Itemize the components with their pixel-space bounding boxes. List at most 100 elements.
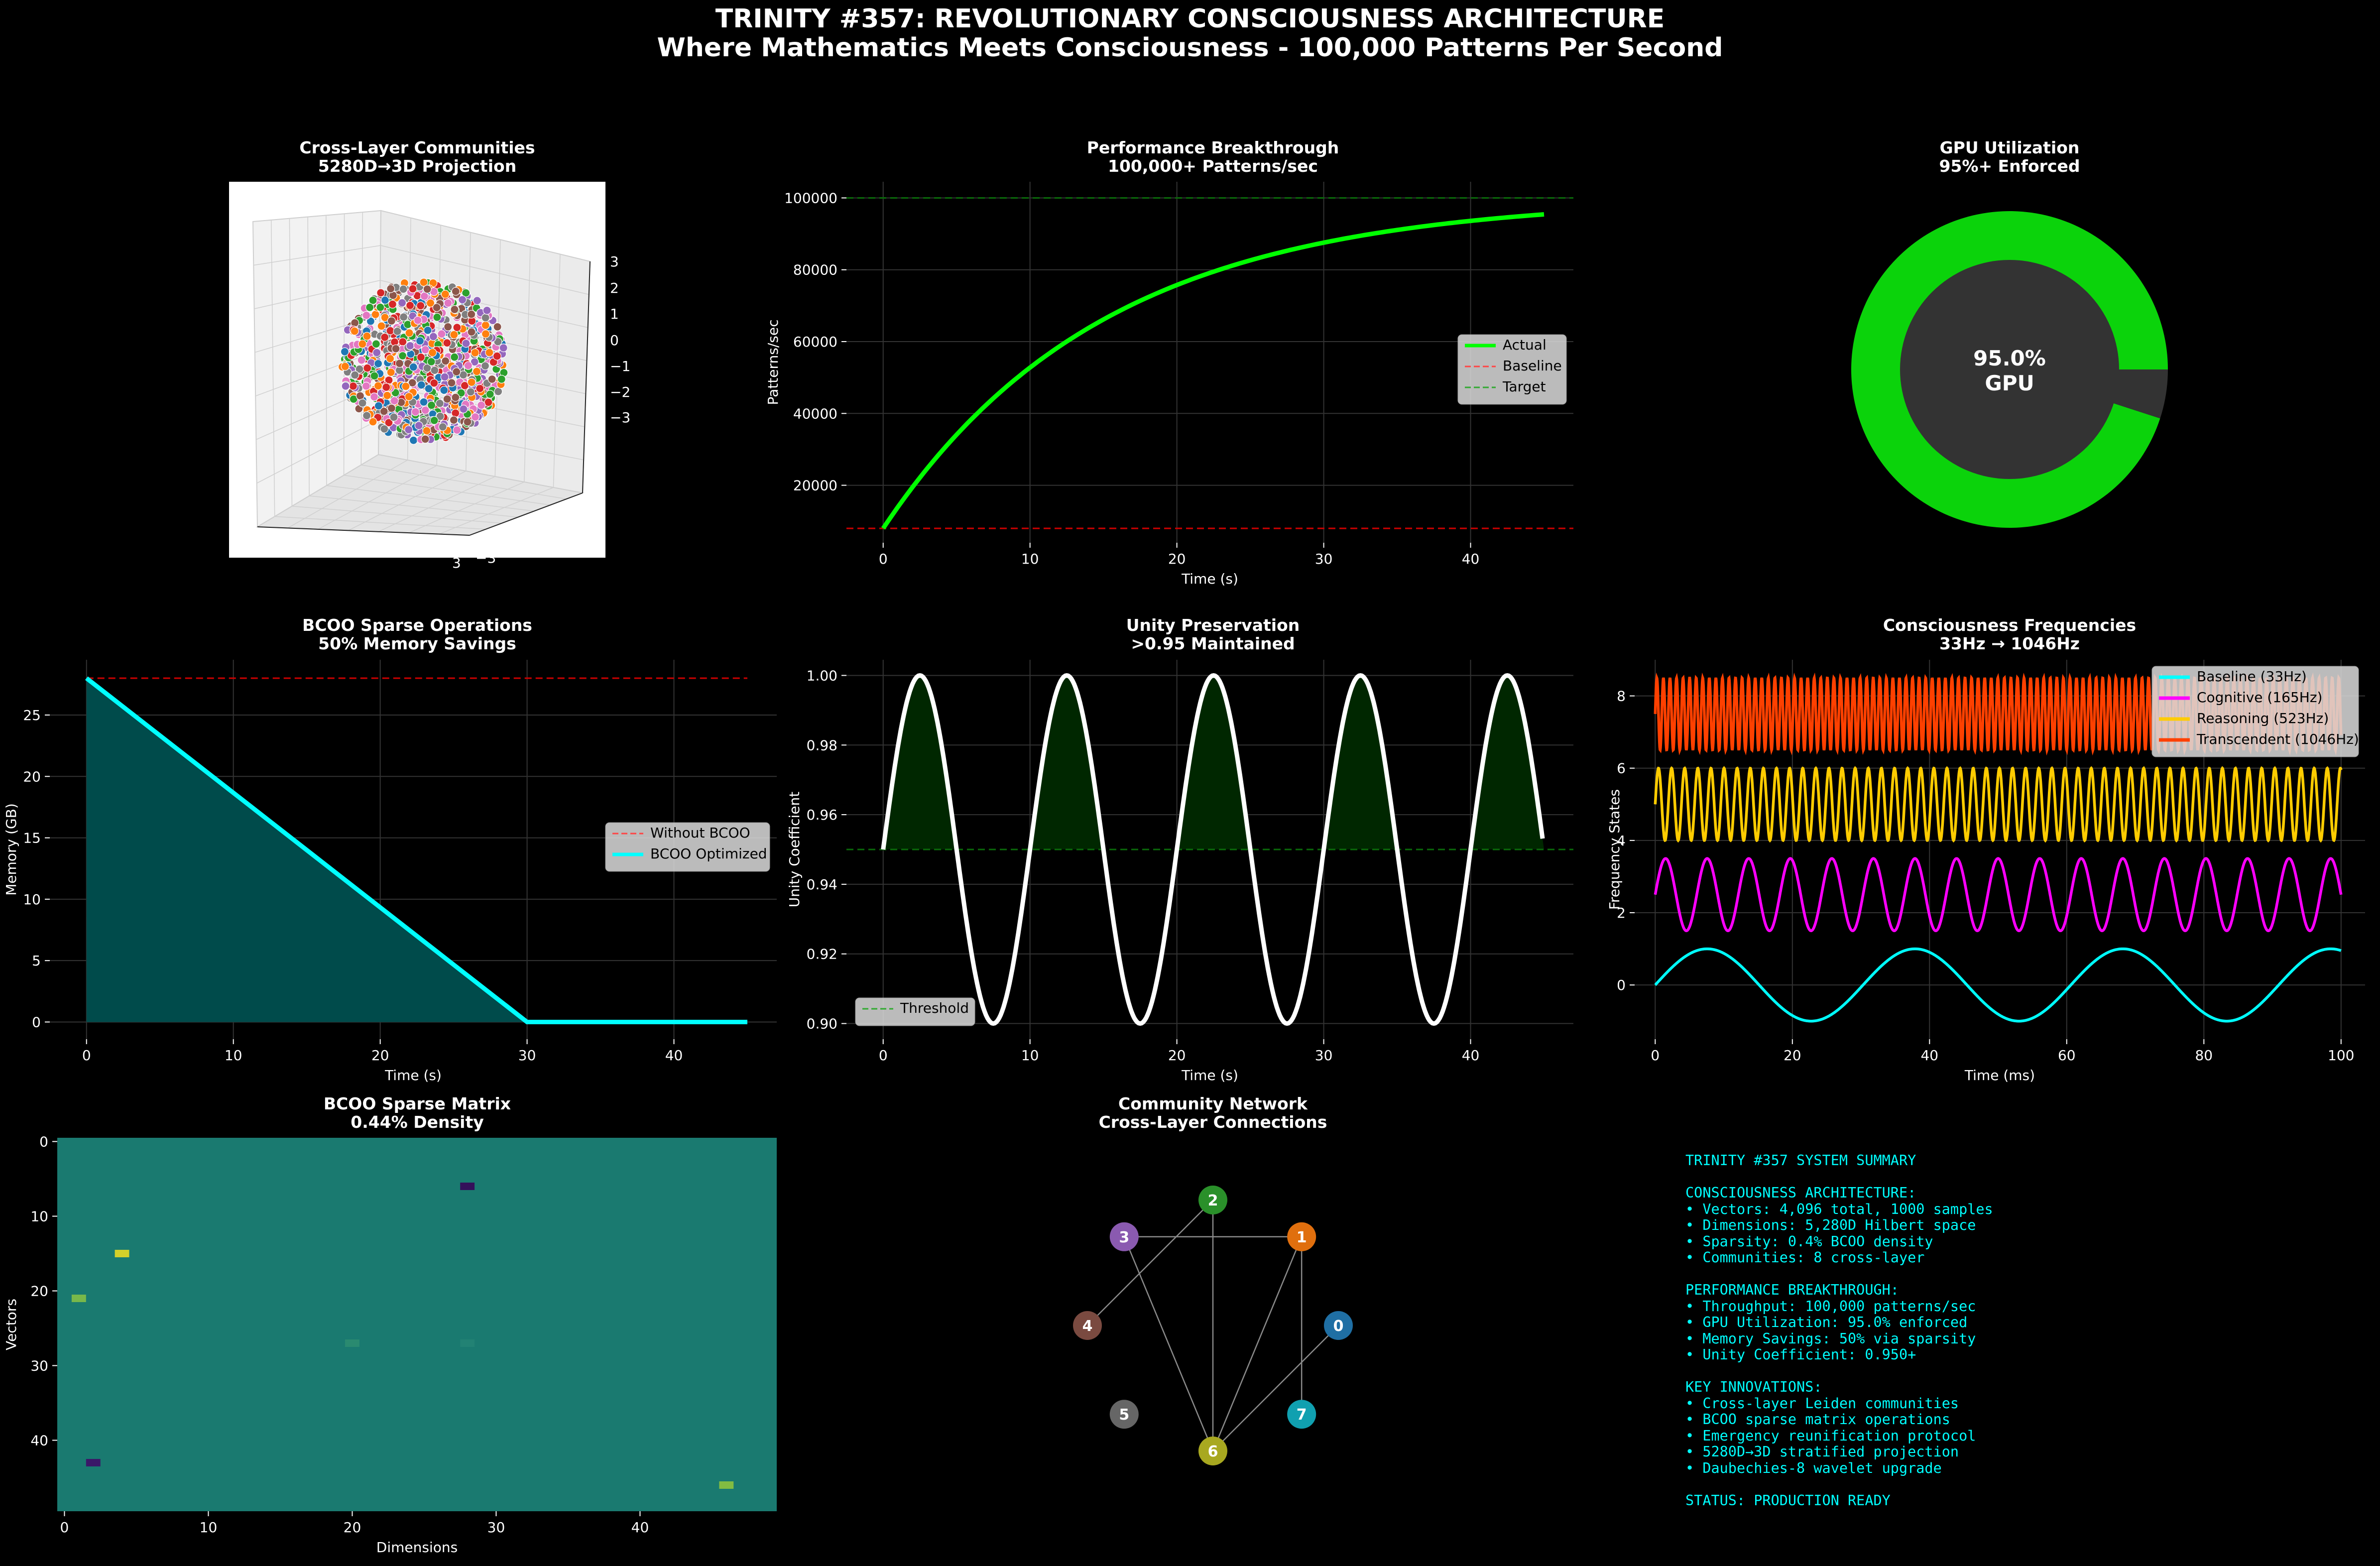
- bcoo-ticklabel-x-10: 10: [225, 1047, 242, 1064]
- bcoo-legend-box: [605, 822, 770, 872]
- communities3d-zticklabel-4: −1: [610, 358, 630, 374]
- community-point: [385, 354, 395, 363]
- community-point: [422, 426, 431, 435]
- bcoo-ticklabel-x-0: 0: [82, 1047, 91, 1064]
- network-node-label-3: 3: [1119, 1229, 1129, 1246]
- community-point: [440, 372, 449, 381]
- network-node-label-2: 2: [1208, 1192, 1218, 1209]
- matrix-cell-3: [345, 1339, 359, 1347]
- communities3d-title-0: Cross-Layer Communities: [299, 138, 535, 157]
- community-point: [487, 374, 496, 384]
- community-point: [437, 330, 446, 339]
- community-point: [438, 422, 447, 431]
- summary-line-8: PERFORMANCE BREAKTHROUGH:: [1685, 1282, 1899, 1298]
- community-point: [389, 413, 398, 422]
- community-point: [441, 290, 450, 299]
- bcoo-ticklabel-y-25: 25: [23, 707, 41, 723]
- community-point: [421, 435, 430, 444]
- frequencies-ticklabel-x-20: 20: [1784, 1047, 1801, 1064]
- bcoo-title-1: 50% Memory Savings: [318, 634, 516, 653]
- community-point: [464, 361, 473, 370]
- network-node-label-5: 5: [1119, 1406, 1129, 1424]
- community-point: [482, 306, 491, 315]
- frequencies-legend-label-0: Baseline (33Hz): [2197, 668, 2307, 685]
- summary-line-7: [1685, 1266, 1993, 1283]
- summary-line-9: • Throughput: 100,000 patterns/sec: [1685, 1298, 1976, 1315]
- unity-xlabel: Time (s): [1181, 1067, 1238, 1084]
- network-node-2: [1198, 1186, 1227, 1214]
- unity-title-1: >0.95 Maintained: [1131, 634, 1295, 653]
- summary-line-4: • Dimensions: 5,280D Hilbert space: [1685, 1217, 1976, 1233]
- community-point: [340, 347, 350, 356]
- communities3d-zticklabel-0: 3: [610, 253, 619, 270]
- community-point: [370, 371, 379, 380]
- unity-ticklabel-y-0.92: 0.92: [807, 946, 837, 963]
- community-point: [476, 384, 484, 393]
- communities3d-grid-r5: [524, 246, 531, 482]
- summary-line-6: • Communities: 8 cross-layer: [1685, 1249, 1925, 1266]
- community-point: [386, 284, 395, 293]
- community-point: [376, 288, 385, 297]
- communities3d-zticklabel-1: 2: [610, 280, 619, 296]
- community-point: [416, 301, 425, 310]
- matrix-ticklabel-x-30: 30: [487, 1519, 505, 1536]
- community-point: [368, 296, 377, 305]
- unity-ticklabel-x-0: 0: [879, 1047, 888, 1064]
- community-point: [493, 322, 502, 332]
- summary-line-3: • Vectors: 4,096 total, 1000 samples: [1685, 1201, 1993, 1217]
- network-node-4: [1073, 1311, 1102, 1340]
- community-point: [371, 310, 380, 319]
- bcoo-ticklabel-y-15: 15: [23, 830, 41, 846]
- communities3d-grid-r6: [553, 254, 561, 488]
- unity-ticklabel-y-0.98: 0.98: [807, 737, 837, 753]
- communities3d-zticklabel-2: 1: [610, 306, 619, 322]
- community-point: [419, 278, 428, 287]
- community-point: [388, 300, 397, 309]
- matrix-cell-5: [86, 1459, 101, 1466]
- frequencies-line-2: [1654, 766, 2343, 843]
- community-point: [451, 393, 460, 402]
- gpu-title-0: GPU Utilization: [1940, 138, 2080, 157]
- community-point: [341, 381, 350, 391]
- community-point: [380, 333, 389, 342]
- community-point: [419, 397, 428, 407]
- community-point: [421, 345, 430, 355]
- unity-ticklabel-y-0.9: 0.90: [807, 1016, 837, 1032]
- community-point: [421, 406, 430, 415]
- bcoo-area-fill: [86, 678, 748, 1022]
- bcoo-legend-label-1: BCOO Optimized: [650, 845, 767, 862]
- community-point: [386, 368, 395, 377]
- performance-ticklabel-y-20000: 20000: [793, 478, 837, 494]
- community-point: [409, 436, 418, 445]
- communities3d-panel: 3 2 1 0 −1 −2 −3 3 −3: [229, 182, 630, 571]
- performance-xlabel: Time (s): [1181, 571, 1238, 587]
- unity-fill-3: [1323, 675, 1398, 849]
- performance-legend-label-0: Actual: [1503, 337, 1547, 353]
- summary-line-19: • Daubechies-8 wavelet upgrade: [1685, 1459, 1942, 1476]
- matrix-cell-0: [460, 1183, 475, 1190]
- communities3d-grid-l1: [270, 220, 275, 517]
- communities3d-grid-f22: [292, 505, 502, 524]
- communities3d-grid-f23: [309, 495, 518, 518]
- community-point: [443, 339, 452, 348]
- community-point: [393, 327, 402, 336]
- community-point: [351, 318, 359, 328]
- community-point: [436, 412, 445, 421]
- summary-line-18: • 5280D→3D stratified projection: [1685, 1444, 1959, 1460]
- network-node-label-7: 7: [1297, 1406, 1307, 1424]
- communities3d-bottom-label-0: 3: [452, 555, 461, 571]
- network-node-6: [1198, 1437, 1227, 1465]
- summary-line-11: • Memory Savings: 50% via sparsity: [1685, 1330, 1976, 1347]
- matrix-ticklabel-x-10: 10: [200, 1519, 218, 1536]
- communities3d-grid-rh1: [380, 245, 590, 295]
- community-point: [387, 316, 396, 326]
- unity-ticklabel-y-1: 1.00: [807, 667, 837, 684]
- unity-fill-4: [1470, 675, 1544, 849]
- performance-ticklabel-y-100000: 100000: [784, 190, 837, 206]
- figure-title: TRINITY #357: REVOLUTIONARY CONSCIOUSNES…: [715, 4, 1665, 34]
- frequencies-ticklabel-x-60: 60: [2058, 1047, 2076, 1064]
- network-node-label-4: 4: [1082, 1318, 1093, 1335]
- community-point: [432, 303, 441, 312]
- community-point: [453, 323, 462, 332]
- community-point: [390, 396, 399, 405]
